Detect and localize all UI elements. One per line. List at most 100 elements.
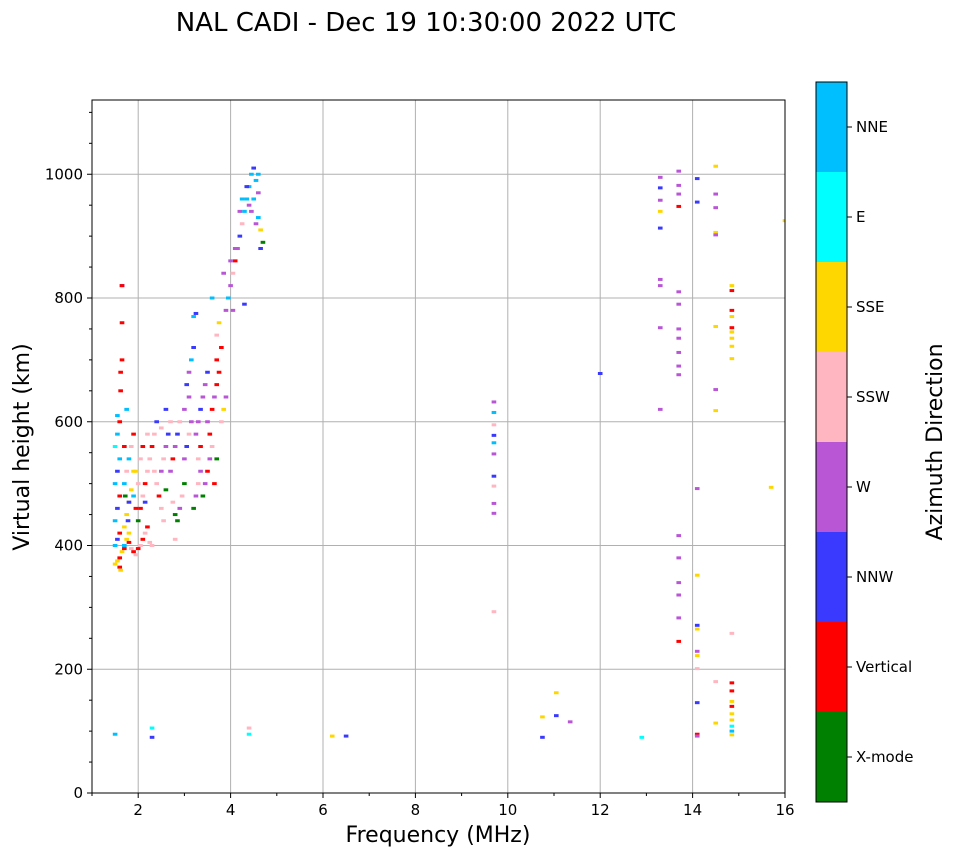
colorbar-swatch xyxy=(816,82,847,172)
echo-point xyxy=(175,432,180,436)
colorbar-label: NNE xyxy=(856,118,888,136)
echo-point xyxy=(119,358,125,362)
echo-point xyxy=(676,302,682,306)
echo-point xyxy=(147,457,153,461)
x-tick-label: 8 xyxy=(411,801,421,819)
echo-point xyxy=(729,729,735,733)
echo-point xyxy=(145,525,150,529)
echo-point xyxy=(694,732,700,736)
echo-point xyxy=(729,712,735,716)
echo-point xyxy=(168,420,173,424)
echo-point xyxy=(118,568,123,572)
echo-point xyxy=(138,544,143,547)
echo-point xyxy=(115,414,120,418)
echo-point xyxy=(676,364,682,368)
echo-point xyxy=(193,494,199,498)
echo-point xyxy=(119,321,125,325)
echo-point xyxy=(258,247,263,250)
echo-point xyxy=(216,321,222,325)
x-tick-label: 10 xyxy=(498,801,517,819)
y-axis: 0 200 400 600 800 1000 xyxy=(45,111,92,802)
echo-point xyxy=(256,172,261,176)
echo-point xyxy=(182,457,187,461)
echo-point xyxy=(202,383,208,387)
colorbar-swatch xyxy=(816,532,847,622)
echo-point xyxy=(694,701,700,705)
echo-point xyxy=(149,735,155,739)
echo-point xyxy=(182,482,187,486)
echo-point xyxy=(657,209,663,213)
echo-point xyxy=(186,395,192,399)
echo-point xyxy=(154,420,159,424)
echo-point xyxy=(729,344,735,348)
echo-point xyxy=(189,420,194,424)
echo-point xyxy=(554,691,559,695)
echo-point xyxy=(200,395,206,399)
echo-point xyxy=(172,537,178,541)
x-tick-label: 14 xyxy=(683,801,702,819)
echo-point xyxy=(126,540,132,544)
y-axis-label: Virtual height (km) xyxy=(10,343,35,550)
echo-point xyxy=(125,519,131,523)
echo-point xyxy=(657,226,663,230)
echo-point xyxy=(128,488,134,492)
echo-point xyxy=(554,714,559,718)
echo-point xyxy=(172,513,178,517)
echo-point xyxy=(713,721,719,725)
echo-point xyxy=(639,735,645,739)
echo-point xyxy=(117,420,123,424)
echo-point xyxy=(140,537,146,541)
echo-point xyxy=(729,689,735,693)
echo-point xyxy=(597,371,603,375)
echo-point xyxy=(249,209,254,213)
echo-point xyxy=(676,616,682,620)
echo-point xyxy=(122,525,127,529)
echo-point xyxy=(676,204,682,208)
echo-point xyxy=(729,718,735,722)
echo-point xyxy=(122,494,128,498)
echo-point xyxy=(118,370,123,374)
echo-point xyxy=(694,177,700,181)
echo-point xyxy=(117,556,123,560)
echo-point xyxy=(694,573,700,577)
echo-point xyxy=(694,734,700,738)
echo-point xyxy=(729,704,735,708)
echo-point xyxy=(676,327,682,331)
echo-point xyxy=(491,433,497,437)
colorbar-label: SSW xyxy=(856,388,890,406)
colorbar-label: E xyxy=(856,208,865,226)
echo-point xyxy=(676,192,682,196)
echo-point xyxy=(191,506,196,510)
echo-point xyxy=(156,494,162,498)
echo-point xyxy=(713,230,719,234)
echo-point xyxy=(228,284,233,288)
echo-point xyxy=(694,667,700,671)
echo-point xyxy=(676,183,682,187)
echo-point xyxy=(115,432,120,436)
echo-point xyxy=(713,233,719,237)
echo-point xyxy=(219,420,224,424)
echo-point xyxy=(729,308,735,312)
y-tick-label: 200 xyxy=(54,660,83,678)
echo-point xyxy=(694,627,700,631)
echo-point xyxy=(729,699,735,703)
echo-point xyxy=(128,547,134,551)
echo-point xyxy=(713,192,719,196)
echo-point xyxy=(212,482,217,486)
y-tick-label: 0 xyxy=(73,784,83,802)
colorbar-label: SSE xyxy=(856,298,885,316)
echo-point xyxy=(195,420,201,424)
echo-point xyxy=(170,457,176,461)
echo-point xyxy=(119,284,125,288)
echo-point xyxy=(228,259,233,263)
echo-point xyxy=(242,209,247,213)
echo-point xyxy=(182,407,187,411)
echo-point xyxy=(131,494,136,498)
echo-point xyxy=(713,680,719,684)
echo-point xyxy=(195,457,201,461)
echo-point xyxy=(216,370,222,374)
echo-point xyxy=(198,445,203,448)
grid-lines xyxy=(92,100,785,793)
echo-point xyxy=(175,519,180,523)
echo-point xyxy=(729,631,735,635)
